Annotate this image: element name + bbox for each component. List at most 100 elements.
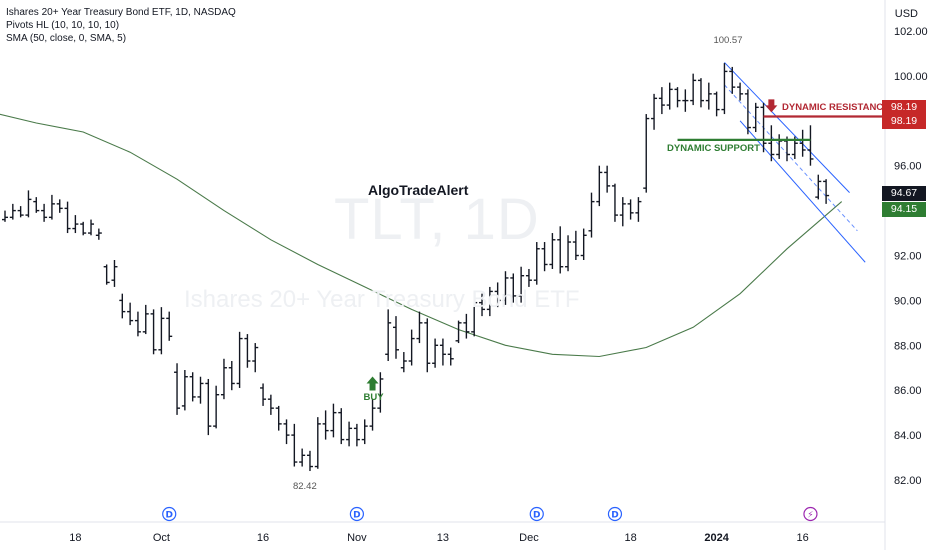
earnings-event-icon[interactable]: ⚡: [803, 506, 818, 522]
ohlc-bar: [111, 259, 118, 287]
ohlc-bar: [666, 82, 673, 110]
x-tick-label: Dec: [519, 532, 539, 544]
currency-label[interactable]: USD: [894, 8, 918, 20]
ohlc-bar: [330, 403, 337, 438]
ohlc-bar: [33, 197, 40, 213]
ohlc-bar: [604, 165, 611, 193]
ohlc-bar: [611, 183, 618, 222]
ohlc-bar: [275, 405, 282, 431]
ohlc-bar: [424, 318, 431, 373]
ohlc-bar: [377, 372, 384, 413]
ohlc-bar: [197, 376, 204, 404]
ohlc-bar: [752, 102, 759, 133]
dividend-event-icon[interactable]: D: [349, 506, 364, 522]
ohlc-bar: [658, 87, 665, 115]
y-tick-label: 88.00: [894, 340, 922, 352]
x-tick-label: 18: [624, 532, 636, 544]
ohlc-bar: [322, 410, 329, 440]
ohlc-bar: [635, 197, 642, 222]
time-axis[interactable]: 18 Oct 16 Nov 13 Dec 18 2024 16: [69, 532, 809, 544]
y-tick-label: 100.00: [894, 71, 928, 83]
ohlc-bar: [721, 63, 728, 115]
ohlc-bar: [306, 450, 313, 472]
ohlc-bar: [338, 408, 345, 445]
ohlc-bar: [205, 378, 212, 436]
price-axis[interactable]: 102.00100.0098.0096.0094.0092.0090.0088.…: [894, 26, 928, 487]
ohlc-bar: [518, 266, 525, 303]
ohlc-bar: [119, 293, 126, 319]
high-pivot-label: 100.57: [713, 35, 743, 47]
price-tag-last: 94.67: [882, 186, 926, 202]
legend-sma[interactable]: SMA (50, close, 0, SMA, 5): [6, 33, 127, 44]
event-markers[interactable]: D D D D ⚡: [162, 506, 818, 522]
ohlc-bar: [416, 311, 423, 344]
ohlc-bar: [494, 282, 501, 308]
low-pivot-label: 82.42: [292, 480, 317, 492]
ohlc-bar: [729, 66, 736, 94]
ohlc-bar: [64, 201, 71, 234]
resistance-label: DYNAMIC RESISTANCE: [782, 101, 890, 113]
ohlc-bar: [439, 338, 446, 366]
ohlc-bar: [213, 385, 220, 429]
legend-pivots[interactable]: Pivots HL (10, 10, 10, 10): [6, 20, 120, 31]
ohlc-bar: [408, 329, 415, 366]
legend-symbol[interactable]: Ishares 20+ Year Treasury Bond ETF, 1D, …: [6, 7, 236, 18]
ohlc-bar: [150, 309, 157, 355]
x-tick-label: 18: [69, 532, 81, 544]
ohlc-bar: [291, 423, 298, 467]
ohlc-bar: [815, 174, 822, 200]
dividend-event-icon[interactable]: D: [607, 506, 623, 522]
grid: [0, 0, 886, 550]
event-circle: [349, 506, 364, 522]
ohlc-bar: [619, 197, 626, 227]
y-tick-label: 102.00: [894, 26, 928, 38]
x-tick-label: 2024: [704, 532, 729, 544]
ohlc-bar: [181, 369, 188, 411]
x-tick-label: 13: [437, 532, 449, 544]
ohlc-bar: [682, 89, 689, 112]
ohlc-bar: [463, 313, 470, 339]
y-tick-label: 96.00: [894, 161, 922, 173]
ohlc-bars: [2, 63, 830, 472]
ohlc-bar: [705, 82, 712, 110]
ohlc-bar: [41, 203, 48, 222]
dividend-event-icon[interactable]: D: [162, 506, 177, 522]
ohlc-bar: [220, 358, 227, 400]
ohlc-bar: [361, 419, 368, 445]
ohlc-bar: [80, 221, 87, 236]
sma-path: [0, 113, 843, 358]
x-tick-label: Oct: [153, 532, 170, 544]
ohlc-bar: [565, 235, 572, 272]
ohlc-bar: [127, 302, 134, 326]
ohlc-bar: [48, 194, 55, 220]
ohlc-bar: [697, 78, 704, 108]
ohlc-bar: [174, 363, 181, 415]
ohlc-bar: [510, 273, 517, 303]
ohlc-bar: [447, 347, 454, 366]
buy-signal-label: BUY: [363, 392, 384, 404]
dividend-event-icon[interactable]: D: [529, 506, 544, 522]
price-tag-sma: 94.15: [882, 201, 926, 217]
y-tick-label: 90.00: [894, 295, 922, 307]
ohlc-bar: [713, 91, 720, 117]
ohlc-bar: [95, 228, 102, 240]
event-circle: [803, 506, 818, 522]
ohlc-bar: [768, 125, 775, 162]
ohlc-bar: [572, 230, 579, 260]
y-tick-label: 86.00: [894, 385, 922, 397]
ohlc-bar: [56, 199, 63, 213]
ohlc-bar: [823, 179, 830, 204]
sell-arrow-icon: [765, 99, 778, 113]
ohlc-bar: [744, 89, 751, 135]
y-tick-label: 92.00: [894, 251, 922, 263]
ohlc-bar: [9, 203, 16, 220]
price-tag-resistance-upper: 98.19: [882, 99, 926, 115]
y-tick-label: 84.00: [894, 430, 922, 442]
ohlc-bar: [236, 331, 243, 388]
ohlc-bar: [588, 192, 595, 238]
ohlc-bar: [228, 361, 235, 391]
x-tick-label: Nov: [347, 532, 367, 544]
ohlc-bar: [385, 309, 392, 362]
ohlc-bar: [525, 268, 532, 287]
